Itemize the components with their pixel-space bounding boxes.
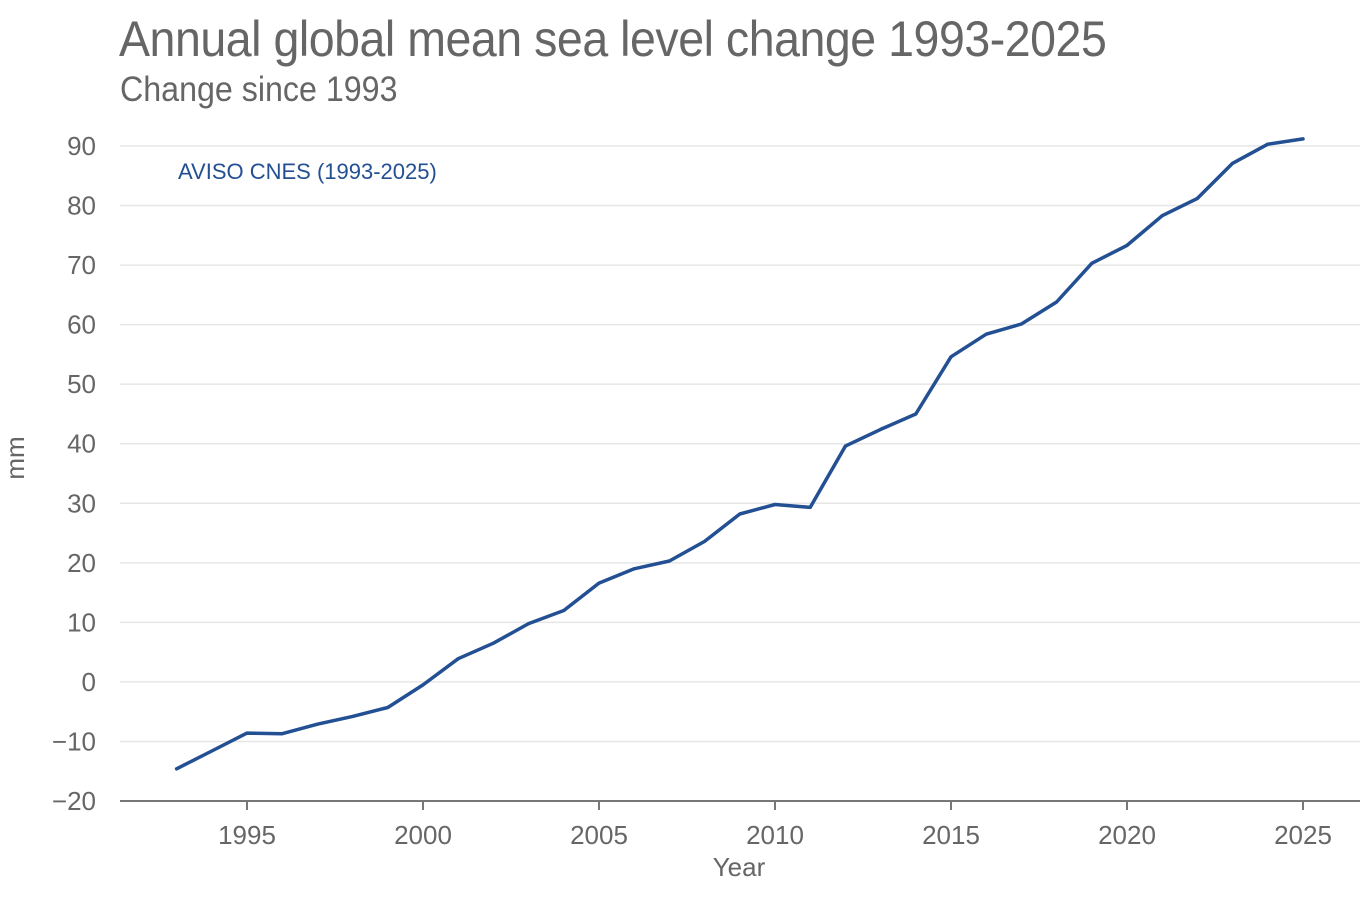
- data-point-2024: [1266, 142, 1270, 146]
- data-point-1998: [351, 714, 355, 718]
- data-point-2004: [562, 608, 566, 612]
- data-point-2006: [632, 567, 636, 571]
- x-tick-label: 1995: [218, 820, 276, 850]
- x-tick-label: 2025: [1274, 820, 1332, 850]
- y-tick-label: 0: [82, 667, 96, 697]
- data-point-2002: [491, 641, 495, 645]
- y-tick-label: 40: [67, 429, 96, 459]
- data-point-2007: [667, 559, 671, 563]
- data-point-2017: [1019, 322, 1023, 326]
- x-tick-label: 2005: [570, 820, 628, 850]
- y-tick-label: −20: [52, 786, 96, 816]
- x-tick-label: 2010: [746, 820, 804, 850]
- data-point-2008: [703, 539, 707, 543]
- data-point-2015: [949, 355, 953, 359]
- data-point-2011: [808, 505, 812, 509]
- data-point-1995: [245, 731, 249, 735]
- data-point-2014: [914, 412, 918, 416]
- data-point-2018: [1055, 300, 1059, 304]
- x-axis: 1995 2000 2005 2010 2015 2020 2025: [120, 800, 1360, 850]
- data-point-2001: [456, 657, 460, 661]
- grid-lines: [120, 145, 1360, 743]
- data-point-1994: [210, 749, 214, 753]
- data-point-2003: [527, 622, 531, 626]
- data-point-2009: [738, 512, 742, 516]
- data-point-2023: [1231, 161, 1235, 165]
- x-axis-title: Year: [713, 852, 766, 882]
- data-point-2010: [773, 502, 777, 506]
- data-point-2005: [597, 581, 601, 585]
- y-tick-label: 20: [67, 548, 96, 578]
- data-point-2022: [1195, 196, 1199, 200]
- y-tick-label: −10: [52, 726, 96, 756]
- data-point-1997: [315, 722, 319, 726]
- data-point-1996: [280, 732, 284, 736]
- y-tick-label: 60: [67, 310, 96, 340]
- data-point-1993: [175, 767, 179, 771]
- y-tick-label: 70: [67, 250, 96, 280]
- x-tick-label: 2015: [922, 820, 980, 850]
- y-tick-label: 30: [67, 488, 96, 518]
- data-point-2025: [1301, 137, 1305, 141]
- data-point-2012: [843, 444, 847, 448]
- data-point-2020: [1125, 243, 1129, 247]
- y-axis-title: mm: [0, 436, 30, 479]
- data-point-2021: [1160, 214, 1164, 218]
- y-tick-label: 80: [67, 191, 96, 221]
- chart-title: Annual global mean sea level change 1993…: [119, 11, 1107, 67]
- y-tick-label: 10: [67, 607, 96, 637]
- y-axis-tick-labels: −20 −10 0 10 20 30 40 50 60 70 80 90: [52, 131, 96, 816]
- legend-series-label: AVISO CNES (1993-2025): [178, 159, 437, 184]
- x-tick-label: 2020: [1098, 820, 1156, 850]
- series-group: [174, 137, 1305, 771]
- series-line: [174, 137, 1305, 771]
- data-point-2013: [879, 427, 883, 431]
- data-point-2016: [984, 332, 988, 336]
- x-tick-label: 2000: [394, 820, 452, 850]
- chart-subtitle: Change since 1993: [120, 70, 398, 109]
- data-point-2000: [421, 683, 425, 687]
- data-point-2019: [1090, 261, 1094, 265]
- y-tick-label: 50: [67, 369, 96, 399]
- y-tick-label: 90: [67, 131, 96, 161]
- data-point-1999: [386, 706, 390, 710]
